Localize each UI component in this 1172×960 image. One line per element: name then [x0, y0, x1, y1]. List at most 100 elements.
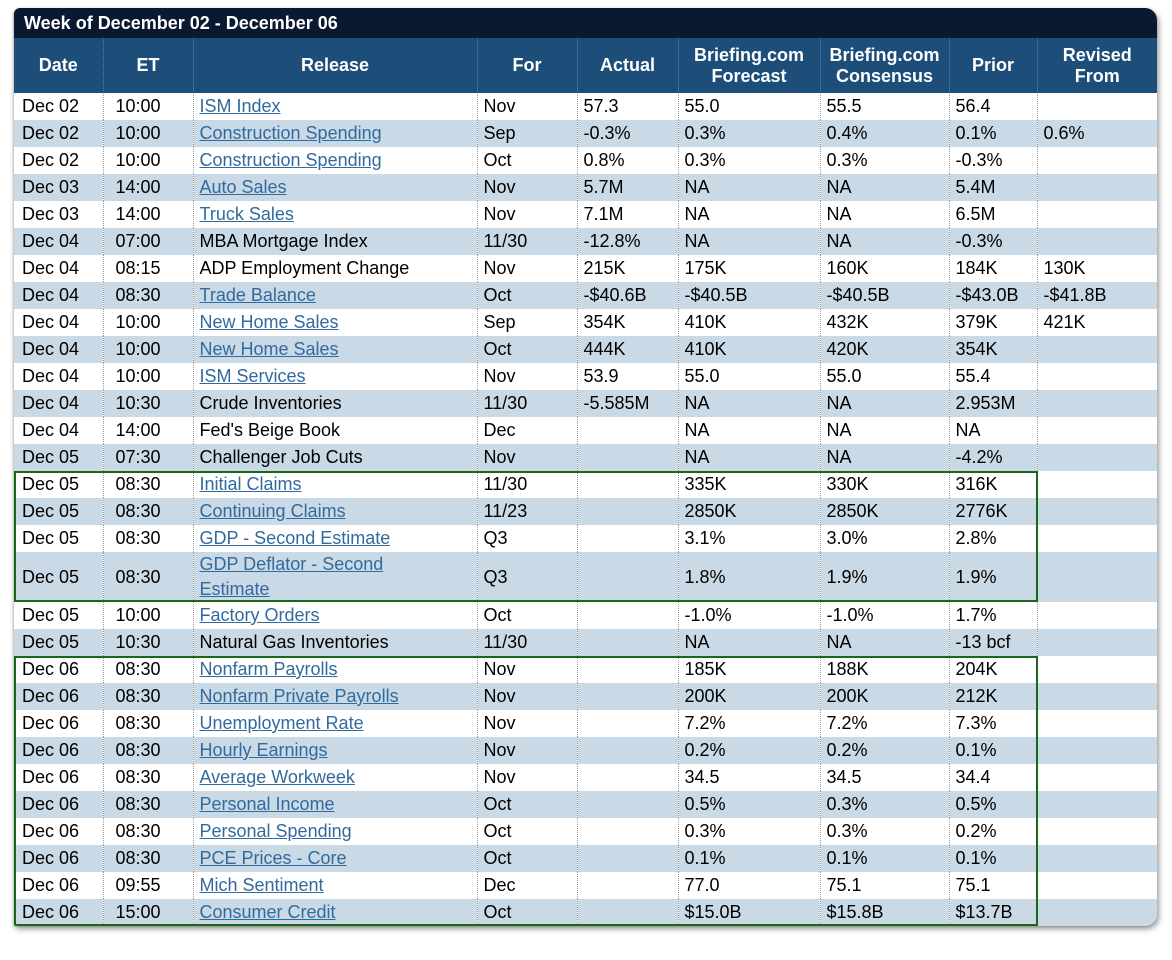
cell-et: 08:30	[103, 282, 194, 309]
cell-for: Nov	[477, 201, 578, 228]
release-link[interactable]: Nonfarm Private Payrolls	[199, 686, 399, 706]
cell-actual	[577, 629, 679, 656]
release-link[interactable]: Continuing Claims	[199, 501, 346, 521]
cell-forecast: 55.0	[678, 363, 821, 390]
release-link[interactable]: Mich Sentiment	[199, 875, 324, 895]
cell-for: Oct	[477, 282, 578, 309]
cell-date: Dec 03	[14, 174, 104, 201]
cell-consensus: 1.9%	[820, 552, 950, 602]
release-link[interactable]: Truck Sales	[199, 204, 294, 224]
cell-for: 11/23	[477, 498, 578, 525]
cell-release: Consumer Credit	[193, 899, 478, 926]
table-row: Dec 06 08:30 Unemployment Rate Nov 7.2% 7.2% 7…	[14, 710, 1157, 737]
cell-for: Nov	[477, 444, 578, 471]
cell-prior: 2776K	[949, 498, 1038, 525]
release-link[interactable]: New Home Sales	[199, 339, 339, 359]
cell-revised-from	[1037, 818, 1157, 845]
cell-actual	[577, 791, 679, 818]
release-link[interactable]: Nonfarm Payrolls	[199, 659, 338, 679]
release-link[interactable]: Construction Spending	[199, 123, 382, 143]
cell-date: Dec 06	[14, 791, 104, 818]
cell-prior: -4.2%	[949, 444, 1038, 471]
cell-forecast: 0.5%	[678, 791, 821, 818]
release-label: Natural Gas Inventories	[199, 632, 389, 652]
release-link[interactable]: ISM Index	[199, 96, 281, 116]
cell-revised-from	[1037, 764, 1157, 791]
cell-consensus: NA	[820, 417, 950, 444]
cell-consensus: NA	[820, 444, 950, 471]
cell-consensus: 55.0	[820, 363, 950, 390]
release-link[interactable]: Average Workweek	[199, 767, 355, 787]
release-link[interactable]: Personal Spending	[199, 821, 352, 841]
table-row: Dec 05 10:30 Natural Gas Inventories 11/30 N…	[14, 629, 1157, 656]
cell-date: Dec 06	[14, 899, 104, 926]
cell-prior: -0.3%	[949, 228, 1038, 255]
cell-for: Nov	[477, 683, 578, 710]
cell-date: Dec 02	[14, 147, 104, 174]
column-header-release: Release	[193, 38, 478, 93]
cell-actual	[577, 417, 679, 444]
release-link[interactable]: GDP - Second Estimate	[199, 528, 391, 548]
cell-date: Dec 03	[14, 201, 104, 228]
release-link[interactable]: Trade Balance	[199, 285, 316, 305]
cell-actual	[577, 498, 679, 525]
cell-prior: $13.7B	[949, 899, 1038, 926]
cell-revised-from: 421K	[1037, 309, 1157, 336]
cell-actual: 57.3	[577, 93, 679, 120]
cell-actual	[577, 899, 679, 926]
cell-actual: -0.3%	[577, 120, 679, 147]
release-link[interactable]: PCE Prices - Core	[199, 848, 347, 868]
cell-et: 10:00	[103, 120, 194, 147]
release-link[interactable]: Hourly Earnings	[199, 740, 328, 760]
cell-date: Dec 05	[14, 444, 104, 471]
cell-revised-from	[1037, 417, 1157, 444]
release-link[interactable]: Factory Orders	[199, 605, 320, 625]
cell-actual	[577, 764, 679, 791]
cell-revised-from	[1037, 93, 1157, 120]
cell-actual: 0.8%	[577, 147, 679, 174]
release-link[interactable]: Construction Spending	[199, 150, 382, 170]
cell-date: Dec 05	[14, 525, 104, 552]
cell-et: 08:30	[103, 764, 194, 791]
release-link[interactable]: Initial Claims	[199, 474, 302, 494]
release-link[interactable]: ISM Services	[199, 366, 306, 386]
cell-consensus: 160K	[820, 255, 950, 282]
cell-et: 08:30	[103, 498, 194, 525]
release-link[interactable]: New Home Sales	[199, 312, 339, 332]
column-header-prior: Prior	[949, 38, 1038, 93]
cell-prior: 2.8%	[949, 525, 1038, 552]
cell-date: Dec 05	[14, 552, 104, 602]
cell-prior: NA	[949, 417, 1038, 444]
release-link[interactable]: Auto Sales	[199, 177, 287, 197]
cell-date: Dec 04	[14, 390, 104, 417]
table-row: Dec 04 10:00 New Home Sales Sep 354K 410K 432K…	[14, 309, 1157, 336]
cell-forecast: 3.1%	[678, 525, 821, 552]
cell-consensus: -$40.5B	[820, 282, 950, 309]
table-row: Dec 06 08:30 Hourly Earnings Nov 0.2% 0.2% 0.1…	[14, 737, 1157, 764]
release-link[interactable]: Unemployment Rate	[199, 713, 364, 733]
cell-for: Dec	[477, 417, 578, 444]
table-row: Dec 03 14:00 Auto Sales Nov 5.7M NA NA 5.4M	[14, 174, 1157, 201]
cell-prior: 34.4	[949, 764, 1038, 791]
cell-consensus: 0.3%	[820, 818, 950, 845]
cell-date: Dec 06	[14, 845, 104, 872]
table-row: Dec 04 08:30 Trade Balance Oct -$40.6B -$40.5…	[14, 282, 1157, 309]
cell-forecast: NA	[678, 174, 821, 201]
cell-forecast: 410K	[678, 336, 821, 363]
cell-forecast: NA	[678, 390, 821, 417]
release-link[interactable]: GDP Deflator - Second Estimate	[199, 554, 384, 599]
cell-consensus: NA	[820, 629, 950, 656]
cell-release: Nonfarm Payrolls	[193, 656, 478, 683]
cell-actual: 444K	[577, 336, 679, 363]
release-link[interactable]: Personal Income	[199, 794, 335, 814]
cell-for: Oct	[477, 899, 578, 926]
table-row: Dec 05 08:30 GDP Deflator - Second Estimat…	[14, 552, 1157, 602]
release-link[interactable]: Consumer Credit	[199, 902, 336, 922]
cell-et: 07:00	[103, 228, 194, 255]
cell-release: ISM Index	[193, 93, 478, 120]
column-header-date: Date	[14, 38, 104, 93]
release-label: Fed's Beige Book	[199, 420, 341, 440]
cell-release: GDP - Second Estimate	[193, 525, 478, 552]
cell-date: Dec 04	[14, 363, 104, 390]
cell-et: 08:30	[103, 656, 194, 683]
